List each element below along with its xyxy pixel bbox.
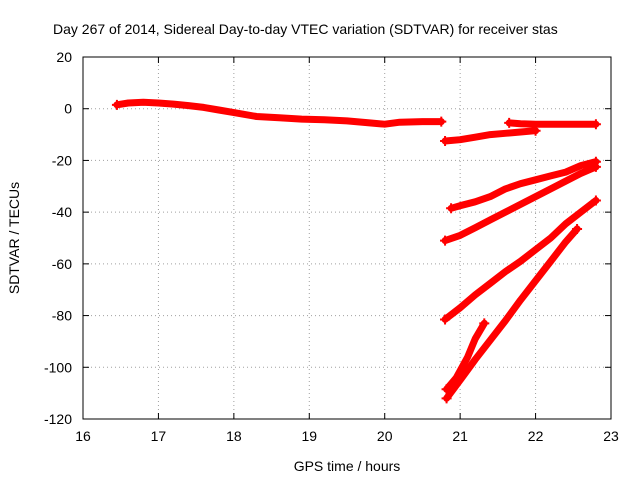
point-marker [441,384,452,395]
point-marker [111,99,122,110]
axis-ticks [82,56,612,420]
point-marker [440,235,451,246]
point-marker [446,203,457,214]
point-marker [572,223,583,234]
series-track-2 [441,127,540,145]
x-tick-labels: 16 17 18 19 20 21 22 23 [75,428,619,444]
point-marker [479,318,490,329]
point-marker [440,136,451,147]
y-tick-label: 0 [64,101,72,117]
series-track-1 [113,98,445,128]
plot-frame [82,56,612,420]
data-series [111,98,601,404]
series-track-3 [505,119,600,128]
series-track-7 [443,225,581,402]
series-track-4 [447,158,600,212]
series-track-6 [441,197,600,323]
point-marker [590,195,601,206]
y-tick-label: -100 [44,359,72,375]
y-tick-label: -40 [52,204,72,220]
y-tick-label: -60 [52,256,72,272]
point-marker [441,393,452,404]
point-marker [590,161,601,172]
x-tick-label: 18 [226,428,242,444]
series-track-8 [443,319,488,393]
y-axis-label: SDTVAR / TECUs [6,182,22,294]
y-tick-label: 20 [56,49,72,65]
point-marker [440,314,451,325]
x-tick-label: 23 [603,428,619,444]
x-tick-label: 16 [75,428,91,444]
x-tick-label: 21 [452,428,468,444]
series-track-5 [441,163,600,245]
y-tick-label: -80 [52,308,72,324]
point-marker [436,116,447,127]
chart-title: Day 267 of 2014, Sidereal Day-to-day VTE… [53,21,558,37]
x-tick-label: 22 [528,428,544,444]
y-tick-labels: 20 0 -20 -40 -60 -80 -100 -120 [44,49,72,427]
y-tick-label: -20 [52,152,72,168]
y-tick-label: -120 [44,411,72,427]
x-tick-label: 19 [301,428,317,444]
point-marker [590,119,601,130]
x-axis-label: GPS time / hours [294,458,401,474]
point-marker [504,117,515,128]
x-tick-label: 20 [377,428,393,444]
x-tick-label: 17 [151,428,167,444]
